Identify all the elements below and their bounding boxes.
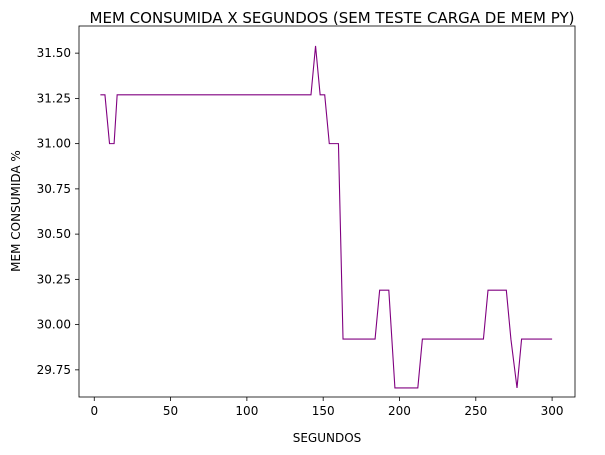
- series-line: [100, 45, 553, 389]
- series-layer: [100, 45, 553, 389]
- x-tick-label: 300: [541, 404, 564, 418]
- y-tick-label: 31.25: [37, 91, 71, 105]
- x-tick-label: 150: [312, 404, 335, 418]
- y-tick-label: 30.25: [37, 272, 71, 286]
- x-tick-label: 250: [464, 404, 487, 418]
- y-tick-label: 30.00: [37, 318, 71, 332]
- x-tick-label: 100: [235, 404, 258, 418]
- x-tick-label: 50: [163, 404, 178, 418]
- y-tick-label: 31.50: [37, 46, 71, 60]
- plot-area: [78, 25, 576, 398]
- y-tick-label: 31.00: [37, 137, 71, 151]
- x-tick-label: 200: [388, 404, 411, 418]
- y-axis: 29.75 30.00 30.25 30.50 30.75 31.00 31.25 31.50: [37, 46, 79, 377]
- chart-title: MEM CONSUMIDA X SEGUNDOS (SEM TESTE CARG…: [90, 9, 575, 27]
- x-tick-label: 0: [90, 404, 98, 418]
- y-axis-label: MEM CONSUMIDA %: [9, 150, 23, 272]
- plot-frame: [78, 25, 576, 398]
- y-tick-label: 30.75: [37, 182, 71, 196]
- x-axis: 0 50 100 150 200 250 300: [90, 397, 564, 418]
- y-tick-label: 29.75: [37, 363, 71, 377]
- x-axis-label: SEGUNDOS: [293, 431, 362, 445]
- y-tick-label: 30.50: [37, 227, 71, 241]
